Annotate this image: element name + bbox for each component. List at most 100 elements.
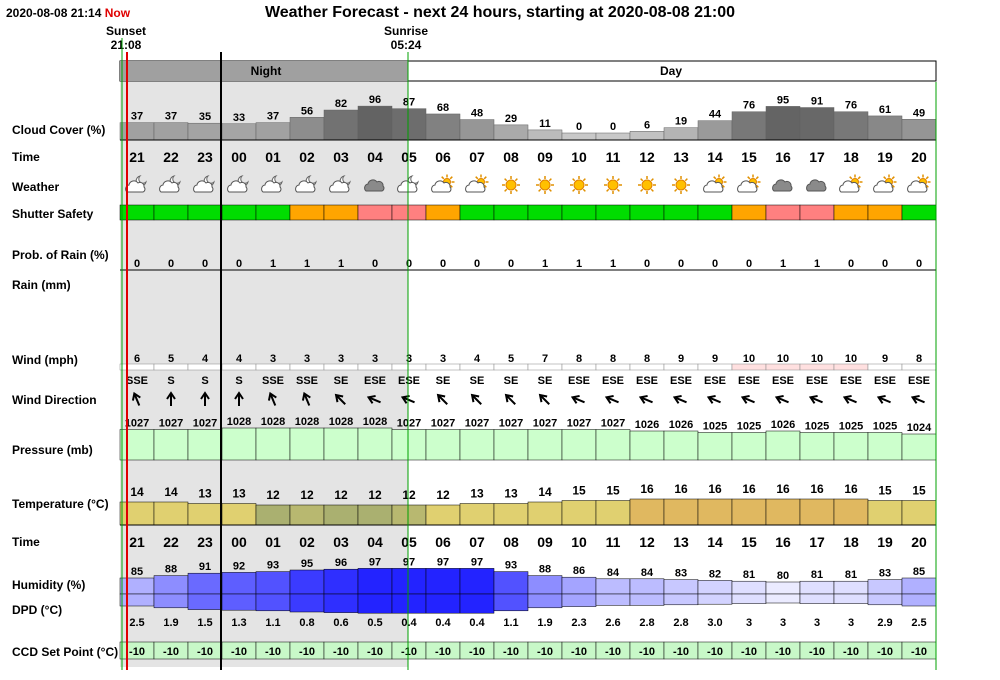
shutter-safety-cell — [663, 204, 699, 221]
temperature-value: 12 — [436, 488, 450, 502]
arrow-head — [200, 391, 210, 400]
pressure-value: 1027 — [125, 418, 149, 430]
sun-ray — [538, 178, 542, 182]
temperature-bar — [357, 504, 393, 526]
pressure-value: 1027 — [397, 418, 421, 430]
dpd-value: 0.5 — [367, 617, 382, 629]
rain-probability-value: 0 — [678, 258, 684, 270]
temperature-bar — [289, 504, 325, 526]
time-label: 16 — [775, 149, 791, 165]
dpd-value: 1.3 — [231, 617, 246, 629]
cloud-shape — [772, 179, 793, 192]
humidity-band — [119, 593, 155, 607]
temperature-bar — [663, 498, 699, 526]
sun-ray — [857, 184, 861, 188]
wind-direction-label: ESE — [806, 375, 828, 387]
cloud-cover-bar — [119, 122, 155, 141]
cloud-cover-bar — [833, 111, 869, 141]
temperature-bar — [799, 498, 835, 526]
pressure-value: 1027 — [159, 418, 183, 430]
pressure-bar — [187, 429, 223, 461]
arrow-shaft — [607, 396, 619, 404]
cloud-cover-bar — [561, 132, 597, 141]
time-label: 22 — [163, 149, 179, 165]
humidity-value: 81 — [845, 569, 857, 581]
rain-probability-value: 0 — [372, 258, 378, 270]
wind-direction-label: SE — [538, 375, 553, 387]
row-label-humidity: Humidity (%) — [12, 578, 86, 592]
sunrise-label: Sunrise — [383, 24, 428, 38]
row-label-cloud-cover: Cloud Cover (%) — [12, 123, 106, 137]
time-label: 09 — [537, 534, 553, 550]
arrow-head — [234, 391, 244, 400]
humidity-band — [221, 593, 257, 611]
temperature-value: 13 — [198, 487, 212, 501]
row-label-wind-direction: Wind Direction — [12, 393, 97, 407]
dpd-value: 1.9 — [537, 617, 552, 629]
temperature-bar — [323, 504, 359, 526]
arrow-head — [301, 391, 311, 401]
timestamp-text: 2020-08-08 21:14 — [6, 6, 102, 20]
cloud-shape — [364, 179, 385, 192]
rain-probability-value: 0 — [848, 258, 854, 270]
time-label: 13 — [673, 534, 689, 550]
cloud-cover-value: 0 — [576, 121, 582, 133]
dpd-value: 1.9 — [163, 617, 178, 629]
pressure-bar — [833, 432, 869, 461]
ccd-set-point-value: -10 — [265, 646, 281, 658]
temperature-bar — [187, 503, 223, 526]
sun-ray — [449, 184, 453, 188]
wind-direction-label: SE — [334, 375, 349, 387]
cloud-cover-bar — [595, 132, 631, 141]
temperature-bar — [867, 500, 903, 526]
time-label: 18 — [843, 534, 859, 550]
pressure-bar — [867, 432, 903, 461]
humidity-band — [561, 593, 597, 607]
humidity-bar — [731, 580, 767, 595]
cloud-cover-bar — [255, 122, 291, 141]
dpd-value: 3 — [848, 617, 854, 629]
arrow-shaft — [811, 396, 823, 404]
time-label: 04 — [367, 534, 383, 550]
shutter-safety-cell — [187, 204, 223, 221]
sun-ray — [483, 176, 487, 180]
dark-cloud-icon — [772, 179, 793, 192]
arrow-shaft — [506, 395, 516, 405]
dpd-value: 0.6 — [333, 617, 348, 629]
sun-ray — [891, 176, 895, 180]
dpd-value: 3 — [746, 617, 752, 629]
time-label: 07 — [469, 149, 485, 165]
wind-arrow-icon — [570, 394, 585, 404]
temperature-bar — [493, 503, 529, 526]
cloud-cover-bar — [731, 111, 767, 141]
time-label: 23 — [197, 149, 213, 165]
humidity-value: 95 — [301, 558, 313, 570]
humidity-band — [527, 593, 563, 609]
rain-probability-value: 0 — [644, 258, 650, 270]
wind-direction-label: ESE — [670, 375, 692, 387]
pressure-bar — [357, 427, 393, 461]
time-label: 12 — [639, 534, 655, 550]
dpd-value: 2.9 — [877, 617, 892, 629]
temperature-value: 16 — [776, 482, 790, 496]
sun-cloud-icon — [431, 174, 455, 193]
ccd-set-point-value: -10 — [333, 646, 349, 658]
cloud-shape — [873, 180, 894, 193]
pressure-bar — [391, 429, 427, 461]
wind-arrow-icon — [334, 393, 346, 405]
wind-direction-label: S — [167, 375, 174, 387]
humidity-value: 88 — [539, 564, 551, 576]
row-label-pressure: Pressure (mb) — [12, 443, 93, 457]
sun-ray — [640, 188, 644, 192]
cloud-cover-value: 19 — [675, 116, 687, 128]
wind-speed-value: 4 — [236, 353, 243, 365]
wind-speed-value: 10 — [743, 353, 755, 365]
wind-arrow-icon — [706, 394, 721, 404]
shutter-safety-cell — [527, 204, 563, 221]
cloud-cover-value: 44 — [709, 109, 722, 121]
cloud-cover-bar — [187, 122, 223, 141]
time-label: 10 — [571, 149, 587, 165]
shutter-safety-cell — [357, 204, 393, 221]
shutter-safety-cell — [833, 204, 869, 221]
ccd-set-point-value: -10 — [197, 646, 213, 658]
